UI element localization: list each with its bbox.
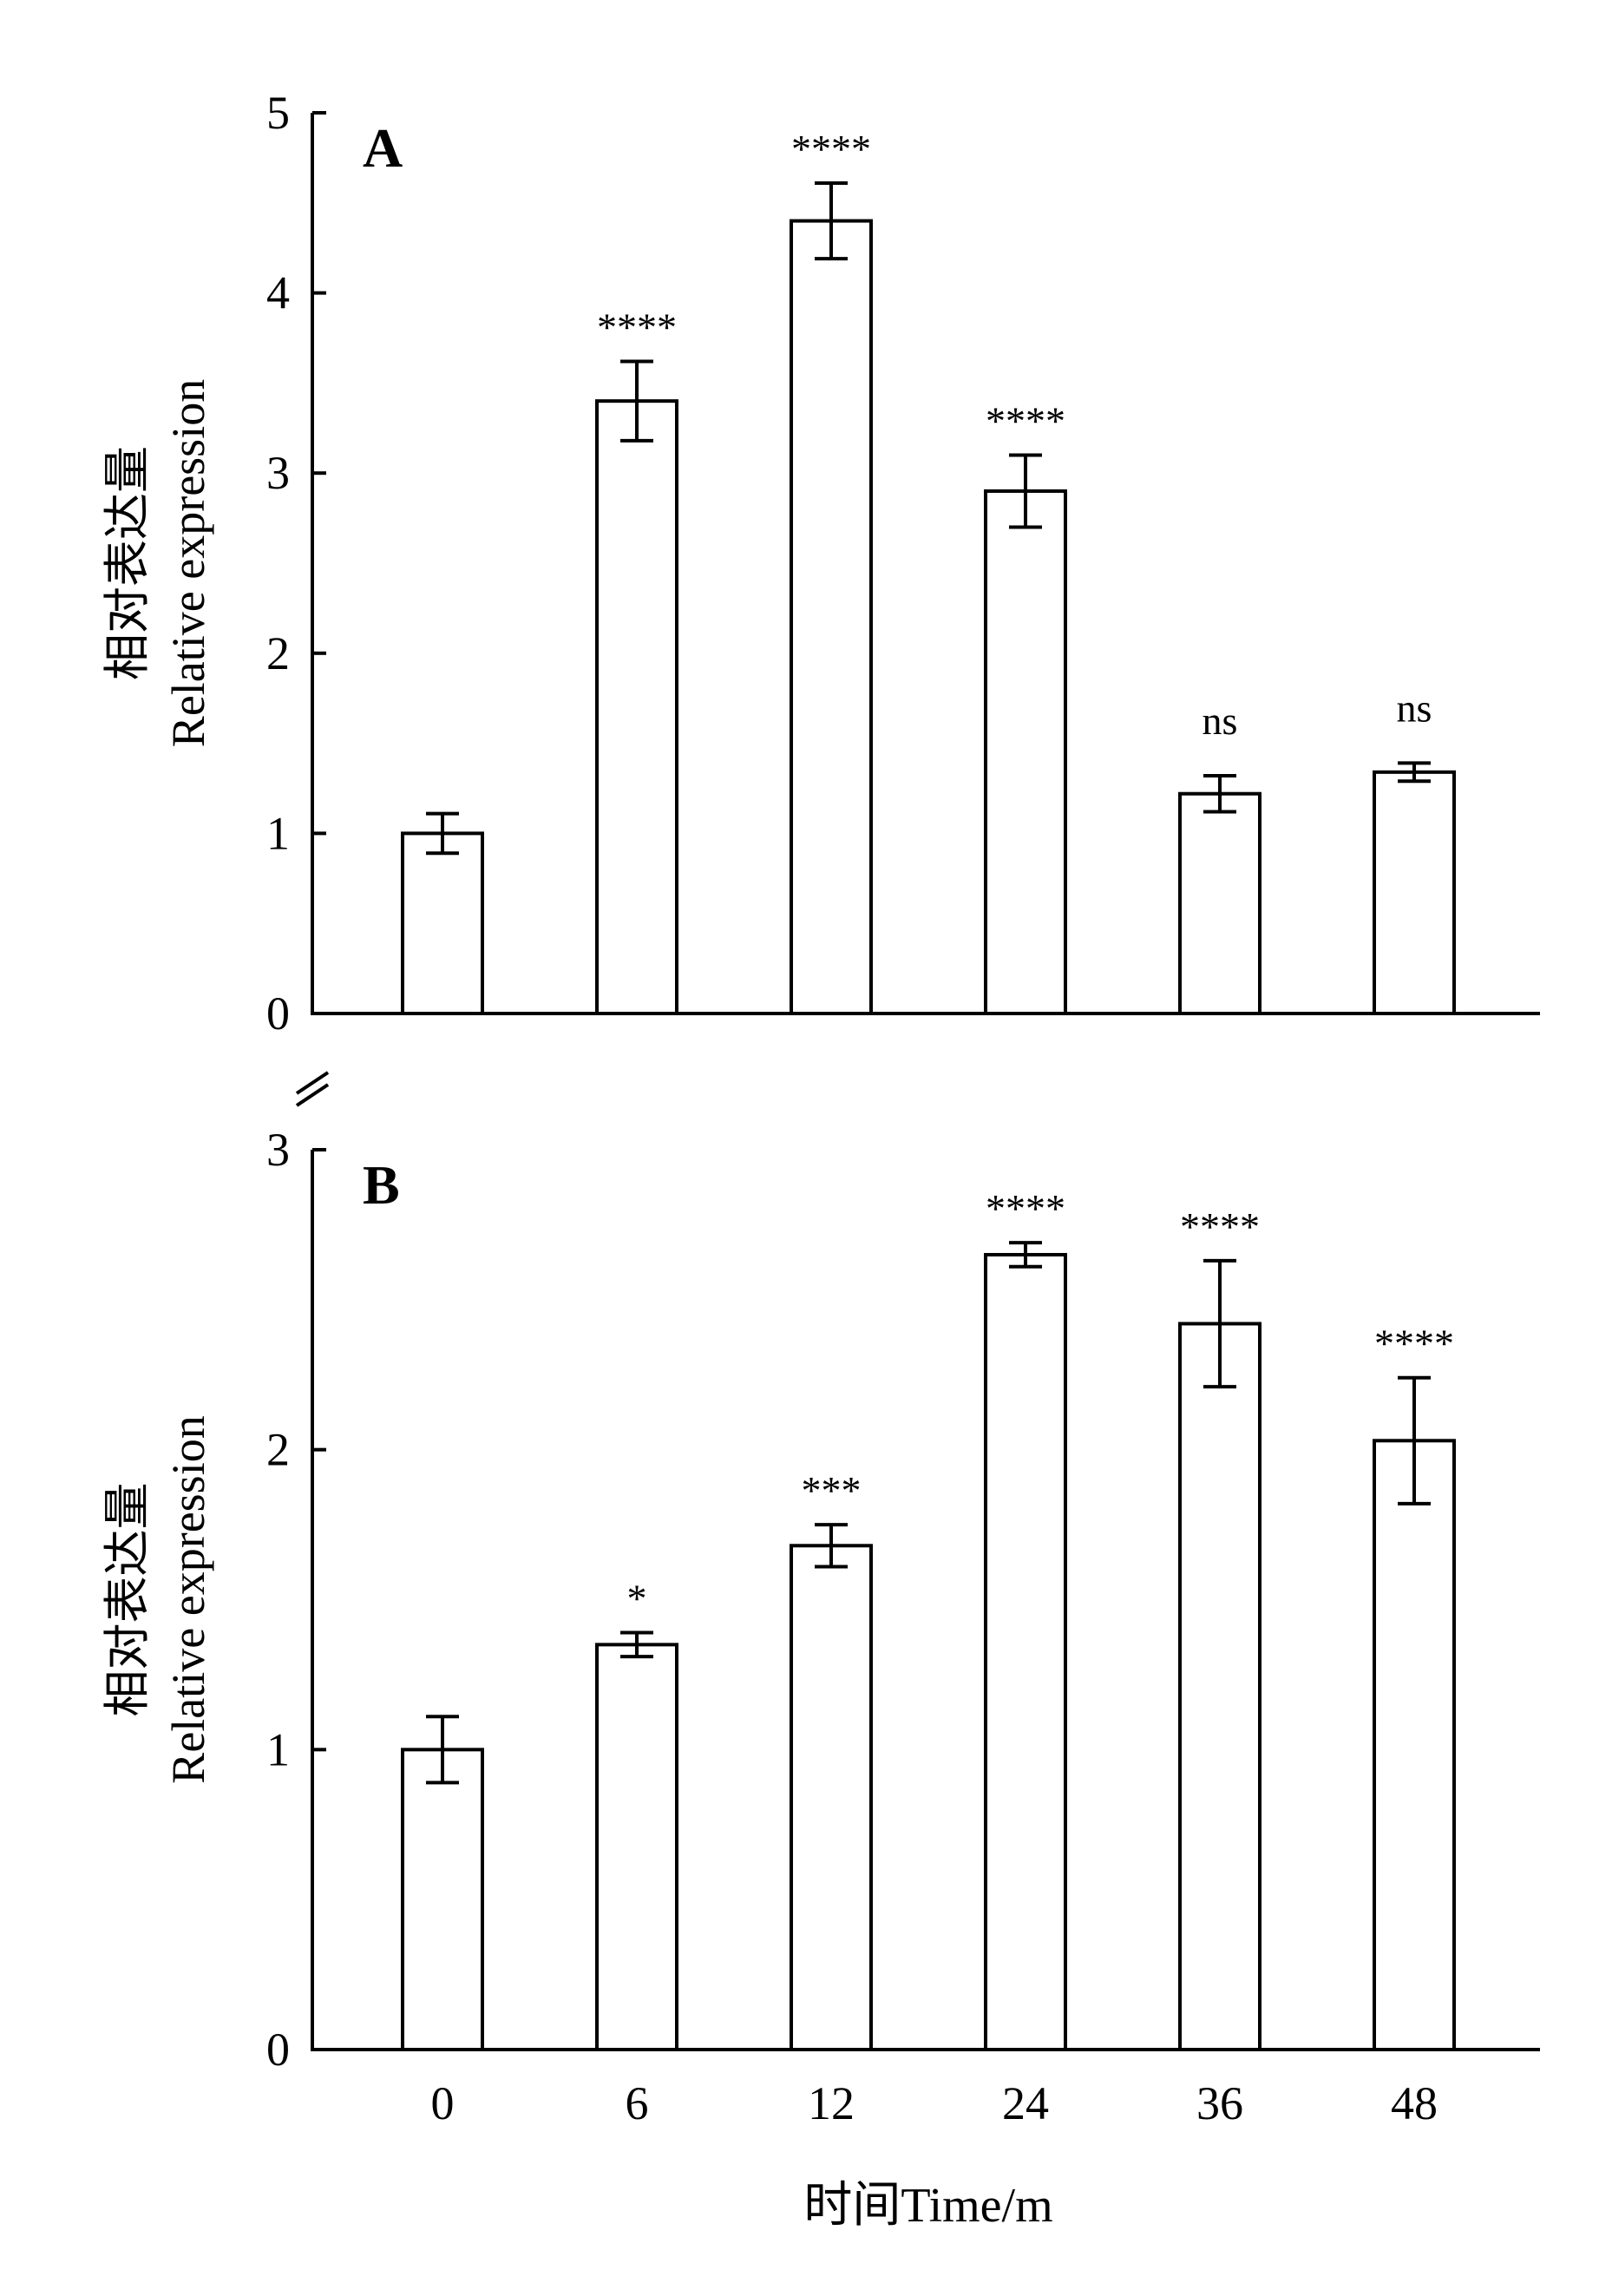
bar [790,1544,873,2051]
significance-label: * [627,1577,647,1621]
bar [401,1748,484,2052]
y-axis-label-chinese: 相对表达量 [102,446,154,680]
panel-label: A [363,117,403,179]
bar [595,1643,678,2051]
x-tick-label: 48 [1391,2077,1438,2129]
panel-a: 0 1 2 3 4 5 相对表达量 Relative expression A **** **** *… [102,87,1540,1040]
y-axis-label-english: Relative expression [162,1415,214,1783]
y-tick-label: 4 [266,267,290,319]
y-axis-label-chinese: 相对表达量 [102,1483,154,1717]
bar [1178,1322,1262,2051]
y-tick-label: 1 [266,1723,290,1775]
y-tick-label: 5 [266,87,290,139]
y-tick-label: 3 [266,1124,290,1176]
y-axis-label-english: Relative expression [162,379,214,747]
significance-label: ns [1203,699,1238,743]
significance-label: **** [1374,1322,1454,1366]
panel-label: B [363,1154,400,1216]
bar [984,1252,1067,2051]
bar [790,219,873,1015]
significance-label: **** [1180,1204,1260,1249]
x-tick-label: 12 [808,2077,855,2129]
y-tick-label: 2 [266,627,290,679]
x-tick-label: 36 [1196,2077,1243,2129]
bar [1178,791,1262,1016]
y-tick-label: 0 [266,987,290,1040]
y-tick-label: 2 [266,1424,290,1476]
axis-break-marks [295,1071,330,1107]
significance-label: *** [802,1468,862,1512]
bar [1373,770,1456,1015]
y-tick-label: 1 [266,807,290,859]
x-axis-label: 时间Time/m [803,2179,1052,2233]
significance-label: **** [986,1186,1065,1230]
significance-label: **** [791,127,871,171]
y-tick-label: 3 [266,447,290,499]
x-tick-label: 0 [431,2077,455,2129]
x-tick-label: 6 [626,2077,649,2129]
x-tick-label: 24 [1002,2077,1049,2129]
bar [595,399,678,1016]
significance-label: **** [597,305,677,349]
significance-label: **** [986,398,1065,443]
y-tick-label: 0 [266,2024,290,2076]
bar [984,489,1067,1015]
significance-label: ns [1397,686,1432,730]
bar [401,831,484,1016]
bar [1373,1439,1456,2051]
